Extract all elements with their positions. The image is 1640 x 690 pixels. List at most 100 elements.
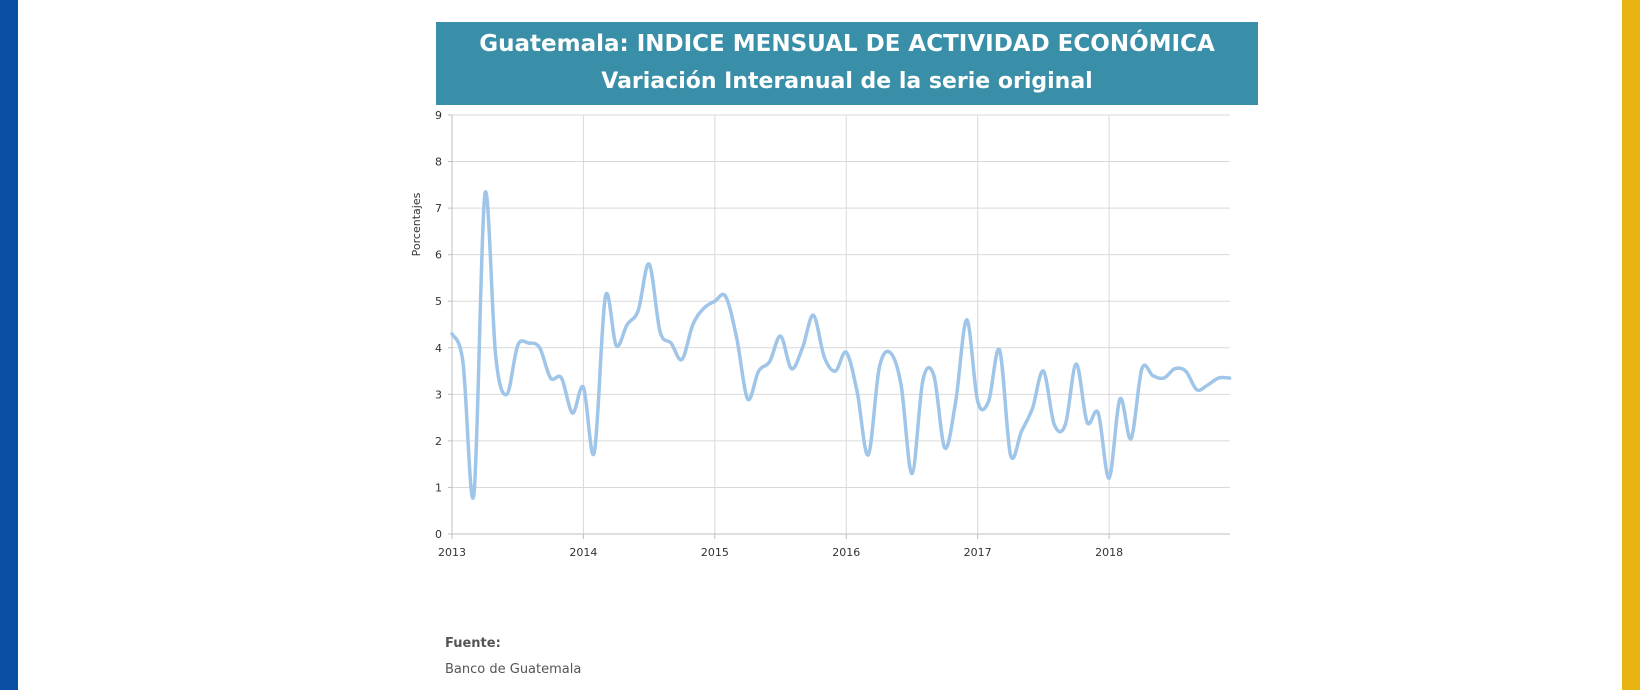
data-point bbox=[483, 192, 487, 196]
right-edge-band bbox=[1622, 0, 1640, 690]
data-point bbox=[833, 369, 837, 373]
chart-grid bbox=[448, 114, 1230, 539]
data-point bbox=[1074, 362, 1078, 366]
left-edge-band bbox=[0, 0, 18, 690]
series-group bbox=[450, 190, 1232, 500]
data-point bbox=[899, 383, 903, 387]
data-point bbox=[976, 399, 980, 403]
data-point bbox=[570, 411, 575, 415]
data-point bbox=[1008, 453, 1013, 457]
data-point bbox=[1063, 423, 1067, 427]
x-axis-ticks: 2013 2014 2015 2016 2017 2018 bbox=[438, 546, 1123, 559]
data-point bbox=[1041, 369, 1045, 373]
data-point bbox=[888, 350, 892, 354]
x-tick-label: 2017 bbox=[964, 546, 992, 559]
data-point bbox=[1085, 420, 1089, 424]
chart-subtitle: Variación Interanual de la serie origina… bbox=[601, 69, 1093, 94]
y-tick-label: 6 bbox=[435, 249, 442, 262]
data-point bbox=[1151, 374, 1155, 378]
data-point bbox=[1217, 376, 1221, 380]
data-point bbox=[636, 308, 640, 313]
data-point bbox=[669, 341, 673, 345]
data-point bbox=[559, 376, 564, 380]
data-point bbox=[494, 355, 498, 359]
y-axis-ticks: 0 1 2 3 4 5 6 7 8 9 bbox=[435, 109, 442, 541]
data-point bbox=[1173, 367, 1177, 371]
data-point bbox=[954, 399, 958, 403]
y-tick-label: 4 bbox=[435, 342, 442, 355]
y-tick-label: 8 bbox=[435, 156, 442, 169]
x-tick-label: 2018 bbox=[1095, 546, 1123, 559]
source-text: Banco de Guatemala bbox=[445, 662, 582, 677]
data-point bbox=[965, 318, 969, 322]
x-tick-label: 2015 bbox=[701, 546, 729, 559]
data-point bbox=[1206, 383, 1210, 387]
data-point bbox=[910, 471, 914, 476]
y-tick-label: 0 bbox=[435, 528, 442, 541]
data-point bbox=[932, 374, 936, 378]
data-point bbox=[724, 295, 728, 299]
data-point bbox=[855, 390, 859, 394]
source-label: Fuente: bbox=[445, 636, 501, 651]
data-point bbox=[998, 348, 1002, 352]
series-line-0 bbox=[450, 190, 1232, 500]
data-point bbox=[603, 295, 608, 299]
data-point bbox=[768, 360, 772, 364]
y-tick-label: 7 bbox=[435, 202, 442, 215]
data-point bbox=[1195, 388, 1199, 392]
data-point bbox=[987, 399, 991, 403]
data-point bbox=[1162, 376, 1166, 380]
data-point bbox=[614, 343, 618, 348]
chart-title: Guatemala: INDICE MENSUAL DE ACTIVIDAD E… bbox=[479, 31, 1215, 57]
data-point bbox=[691, 322, 695, 327]
data-point bbox=[811, 313, 816, 317]
data-point bbox=[778, 334, 783, 338]
data-point bbox=[1129, 437, 1133, 441]
x-tick-label: 2016 bbox=[832, 546, 860, 559]
y-tick-label: 9 bbox=[435, 109, 442, 122]
x-tick-label: 2014 bbox=[569, 546, 597, 559]
data-point bbox=[757, 369, 761, 373]
data-point bbox=[1030, 406, 1035, 410]
data-point bbox=[921, 378, 925, 382]
data-point bbox=[800, 346, 805, 350]
data-point bbox=[527, 341, 531, 345]
y-tick-label: 5 bbox=[435, 295, 442, 308]
data-point bbox=[1052, 423, 1056, 427]
data-point bbox=[1184, 369, 1188, 373]
y-tick-label: 1 bbox=[435, 481, 442, 494]
data-point bbox=[735, 336, 739, 341]
data-point bbox=[581, 385, 586, 389]
data-point bbox=[1140, 367, 1144, 371]
data-point bbox=[592, 450, 596, 455]
data-point bbox=[461, 360, 465, 364]
data-point bbox=[538, 346, 542, 350]
y-tick-label: 3 bbox=[435, 388, 442, 401]
data-point bbox=[1228, 376, 1232, 380]
data-point bbox=[822, 355, 826, 359]
data-point bbox=[789, 367, 794, 371]
chart-title-banner: Guatemala: INDICE MENSUAL DE ACTIVIDAD E… bbox=[436, 22, 1258, 105]
data-point bbox=[625, 322, 629, 327]
y-tick-label: 2 bbox=[435, 435, 442, 448]
data-point bbox=[1118, 397, 1122, 401]
x-tick-label: 2013 bbox=[438, 546, 466, 559]
data-point bbox=[866, 453, 870, 457]
data-point bbox=[877, 367, 881, 371]
data-point bbox=[746, 397, 750, 401]
data-point bbox=[647, 262, 651, 266]
data-point bbox=[1107, 476, 1111, 480]
data-point bbox=[450, 332, 454, 336]
data-point bbox=[702, 306, 706, 310]
y-axis-label: Porcentajes bbox=[410, 192, 423, 256]
data-point bbox=[472, 492, 476, 496]
data-point bbox=[516, 343, 520, 348]
data-point bbox=[505, 392, 509, 396]
data-point bbox=[680, 357, 684, 361]
data-point bbox=[943, 446, 947, 450]
data-point bbox=[1019, 430, 1024, 434]
data-point bbox=[713, 299, 717, 303]
data-point bbox=[658, 329, 662, 334]
data-point bbox=[1096, 411, 1100, 415]
